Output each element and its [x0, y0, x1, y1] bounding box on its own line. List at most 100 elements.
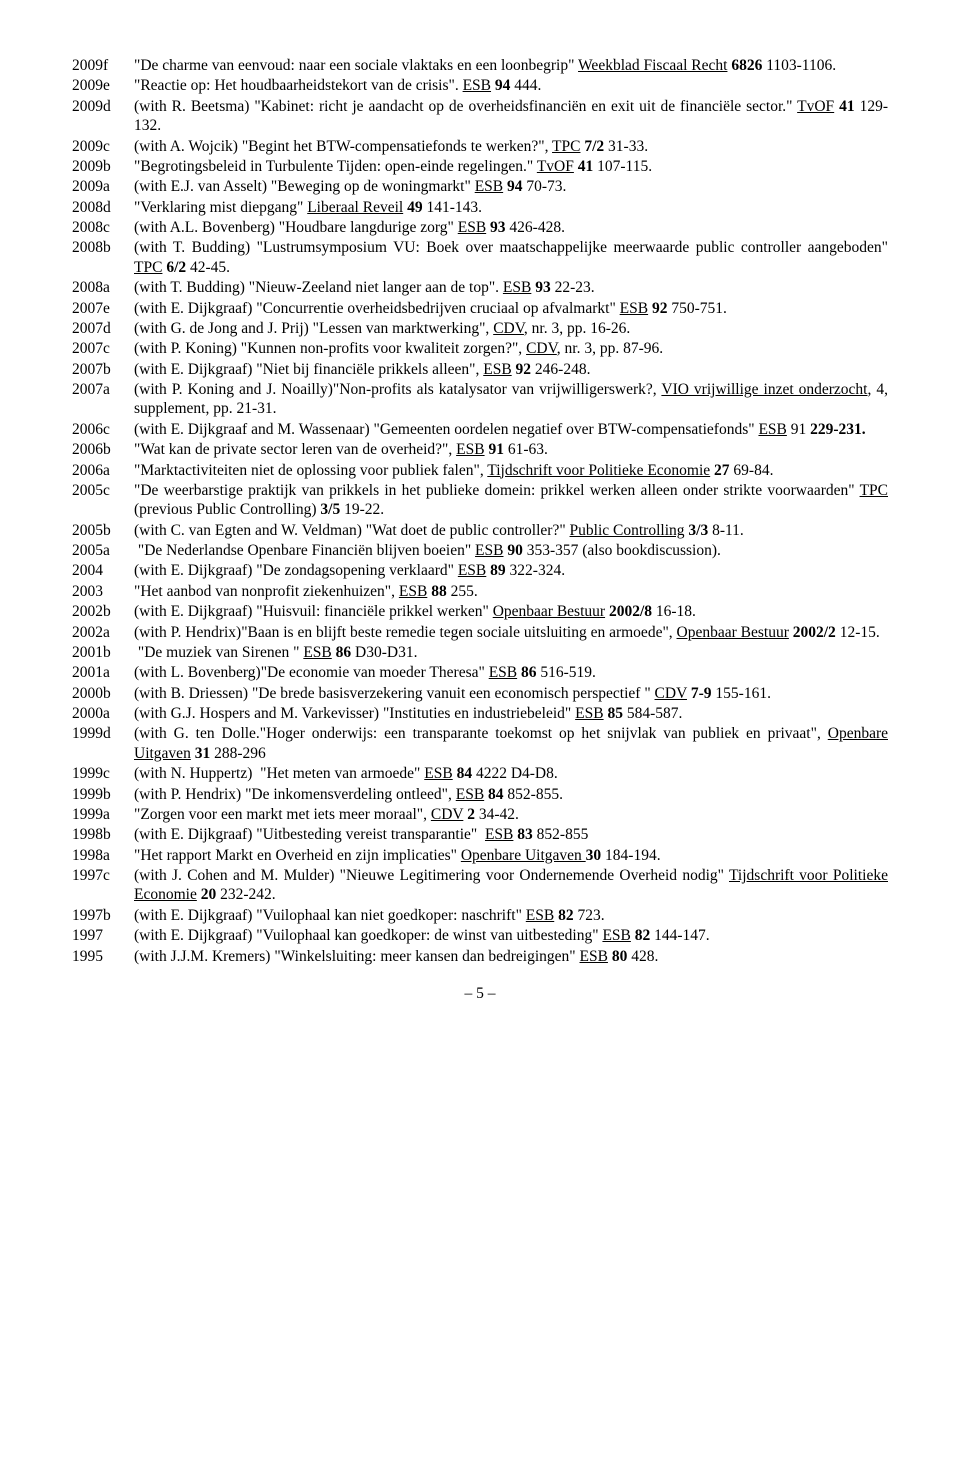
- publication-entry: 2000b(with B. Driessen) "De brede basisv…: [72, 684, 888, 703]
- publication-entry: 1999d(with G. ten Dolle."Hoger onderwijs…: [72, 724, 888, 763]
- entry-text: (with E. Dijkgraaf) "De zondagsopening v…: [134, 561, 888, 580]
- entry-text: (with G.J. Hospers and M. Varkevisser) "…: [134, 704, 888, 723]
- publication-entry: 2006a"Marktactiviteiten niet de oplossin…: [72, 461, 888, 480]
- entry-year: 2001a: [72, 663, 134, 682]
- publication-entry: 2005b(with C. van Egten and W. Veldman) …: [72, 521, 888, 540]
- publication-entry: 1997(with E. Dijkgraaf) "Vuilophaal kan …: [72, 926, 888, 945]
- entry-text: (with E. Dijkgraaf) "Concurrentie overhe…: [134, 299, 888, 318]
- publication-entry: 2008d"Verklaring mist diepgang" Liberaal…: [72, 198, 888, 217]
- entry-text: (with E. Dijkgraaf) "Huisvuil: financiël…: [134, 602, 888, 621]
- entry-year: 2000b: [72, 684, 134, 703]
- publication-entry: 1997c(with J. Cohen and M. Mulder) "Nieu…: [72, 866, 888, 905]
- publication-entry: 2009c(with A. Wojcik) "Begint het BTW-co…: [72, 137, 888, 156]
- entry-text: (with N. Huppertz) "Het meten van armoed…: [134, 764, 888, 783]
- entry-text: "De weerbarstige praktijk van prikkels i…: [134, 481, 888, 520]
- publication-entry: 2007c(with P. Koning) "Kunnen non-profit…: [72, 339, 888, 358]
- entry-year: 2007a: [72, 380, 134, 419]
- publication-entry: 1997b(with E. Dijkgraaf) "Vuilophaal kan…: [72, 906, 888, 925]
- entry-year: 2002b: [72, 602, 134, 621]
- publication-entry: 1995(with J.J.M. Kremers) "Winkelsluitin…: [72, 947, 888, 966]
- entry-year: 2008c: [72, 218, 134, 237]
- entry-year: 2009e: [72, 76, 134, 95]
- publication-entry: 2005a "De Nederlandse Openbare Financiën…: [72, 541, 888, 560]
- entry-text: "De charme van eenvoud: naar een sociale…: [134, 56, 888, 75]
- entry-year: 1999c: [72, 764, 134, 783]
- entry-text: "Wat kan de private sector leren van de …: [134, 440, 888, 459]
- entry-year: 1998a: [72, 846, 134, 865]
- publication-entry: 2009b"Begrotingsbeleid in Turbulente Tij…: [72, 157, 888, 176]
- publication-entry: 2000a(with G.J. Hospers and M. Varkeviss…: [72, 704, 888, 723]
- entry-year: 1997c: [72, 866, 134, 905]
- publication-entry: 2006b"Wat kan de private sector leren va…: [72, 440, 888, 459]
- entry-year: 1999d: [72, 724, 134, 763]
- entry-text: "Verklaring mist diepgang" Liberaal Reve…: [134, 198, 888, 217]
- publication-entry: 1999a"Zorgen voor een markt met iets mee…: [72, 805, 888, 824]
- publication-entry: 2007d(with G. de Jong and J. Prij) "Less…: [72, 319, 888, 338]
- publication-entry: 2008a(with T. Budding) "Nieuw-Zeeland ni…: [72, 278, 888, 297]
- entry-text: "Zorgen voor een markt met iets meer mor…: [134, 805, 888, 824]
- entry-year: 2002a: [72, 623, 134, 642]
- publication-entry: 2002b(with E. Dijkgraaf) "Huisvuil: fina…: [72, 602, 888, 621]
- entry-text: (with J. Cohen and M. Mulder) "Nieuwe Le…: [134, 866, 888, 905]
- entry-year: 2003: [72, 582, 134, 601]
- publication-entry: 1999b(with P. Hendrix) "De inkomensverde…: [72, 785, 888, 804]
- entry-text: (with E. Dijkgraaf) "Uitbesteding vereis…: [134, 825, 888, 844]
- page-footer: – 5 –: [72, 984, 888, 1003]
- entry-text: "Begrotingsbeleid in Turbulente Tijden: …: [134, 157, 888, 176]
- entry-year: 1999a: [72, 805, 134, 824]
- publication-entry: 2002a(with P. Hendrix)"Baan is en blijft…: [72, 623, 888, 642]
- publication-entry: 2009e"Reactie op: Het houdbaarheidstekor…: [72, 76, 888, 95]
- entry-year: 2007e: [72, 299, 134, 318]
- publication-entry: 2004(with E. Dijkgraaf) "De zondagsopeni…: [72, 561, 888, 580]
- publication-entry: 1998a"Het rapport Markt en Overheid en z…: [72, 846, 888, 865]
- entry-year: 2009f: [72, 56, 134, 75]
- entry-year: 2001b: [72, 643, 134, 662]
- entry-year: 1997b: [72, 906, 134, 925]
- entry-text: (with E. Dijkgraaf) "Vuilophaal kan goed…: [134, 926, 888, 945]
- publication-entry: 2007a(with P. Koning and J. Noailly)"Non…: [72, 380, 888, 419]
- publication-entry: 2007b(with E. Dijkgraaf) "Niet bij finan…: [72, 360, 888, 379]
- publication-entry: 2006c(with E. Dijkgraaf and M. Wassenaar…: [72, 420, 888, 439]
- entry-text: "Het rapport Markt en Overheid en zijn i…: [134, 846, 888, 865]
- entry-text: (with E. Dijkgraaf and M. Wassenaar) "Ge…: [134, 420, 888, 439]
- entry-year: 2006a: [72, 461, 134, 480]
- entry-text: (with G. de Jong and J. Prij) "Lessen va…: [134, 319, 888, 338]
- entry-year: 2008b: [72, 238, 134, 277]
- entry-text: "De muziek van Sirenen " ESB 86 D30-D31.: [134, 643, 888, 662]
- entry-text: "Marktactiviteiten niet de oplossing voo…: [134, 461, 888, 480]
- entry-year: 1997: [72, 926, 134, 945]
- entry-text: "Reactie op: Het houdbaarheidstekort van…: [134, 76, 888, 95]
- entry-year: 2008a: [72, 278, 134, 297]
- entry-text: (with T. Budding) "Lustrumsymposium VU: …: [134, 238, 888, 277]
- entry-text: (with A.L. Bovenberg) "Houdbare langduri…: [134, 218, 888, 237]
- entry-text: (with P. Koning and J. Noailly)"Non-prof…: [134, 380, 888, 419]
- entry-year: 2009b: [72, 157, 134, 176]
- publication-entry: 2009f"De charme van eenvoud: naar een so…: [72, 56, 888, 75]
- entry-text: (with T. Budding) "Nieuw-Zeeland niet la…: [134, 278, 888, 297]
- entry-text: "Het aanbod van nonprofit ziekenhuizen",…: [134, 582, 888, 601]
- entry-year: 1995: [72, 947, 134, 966]
- entry-text: (with E.J. van Asselt) "Beweging op de w…: [134, 177, 888, 196]
- entry-text: (with P. Hendrix)"Baan is en blijft best…: [134, 623, 888, 642]
- publication-entry: 2008b(with T. Budding) "Lustrumsymposium…: [72, 238, 888, 277]
- entry-year: 2007d: [72, 319, 134, 338]
- entry-year: 2007c: [72, 339, 134, 358]
- entry-text: (with E. Dijkgraaf) "Niet bij financiële…: [134, 360, 888, 379]
- publication-entry: 2001a(with L. Bovenberg)"De economie van…: [72, 663, 888, 682]
- publication-entry: 2001b "De muziek van Sirenen " ESB 86 D3…: [72, 643, 888, 662]
- publication-entry: 2008c(with A.L. Bovenberg) "Houdbare lan…: [72, 218, 888, 237]
- entry-year: 1999b: [72, 785, 134, 804]
- publication-entry: 2005c"De weerbarstige praktijk van prikk…: [72, 481, 888, 520]
- entry-text: (with G. ten Dolle."Hoger onderwijs: een…: [134, 724, 888, 763]
- entry-text: (with C. van Egten and W. Veldman) "Wat …: [134, 521, 888, 540]
- entry-year: 2005c: [72, 481, 134, 520]
- entry-year: 2006c: [72, 420, 134, 439]
- entry-year: 2004: [72, 561, 134, 580]
- publication-entry: 2009d(with R. Beetsma) "Kabinet: richt j…: [72, 97, 888, 136]
- entry-text: (with A. Wojcik) "Begint het BTW-compens…: [134, 137, 888, 156]
- publication-entry: 2003"Het aanbod van nonprofit ziekenhuiz…: [72, 582, 888, 601]
- publication-entry: 2007e(with E. Dijkgraaf) "Concurrentie o…: [72, 299, 888, 318]
- entry-text: "De Nederlandse Openbare Financiën blijv…: [134, 541, 888, 560]
- entry-year: 2006b: [72, 440, 134, 459]
- entry-text: (with J.J.M. Kremers) "Winkelsluiting: m…: [134, 947, 888, 966]
